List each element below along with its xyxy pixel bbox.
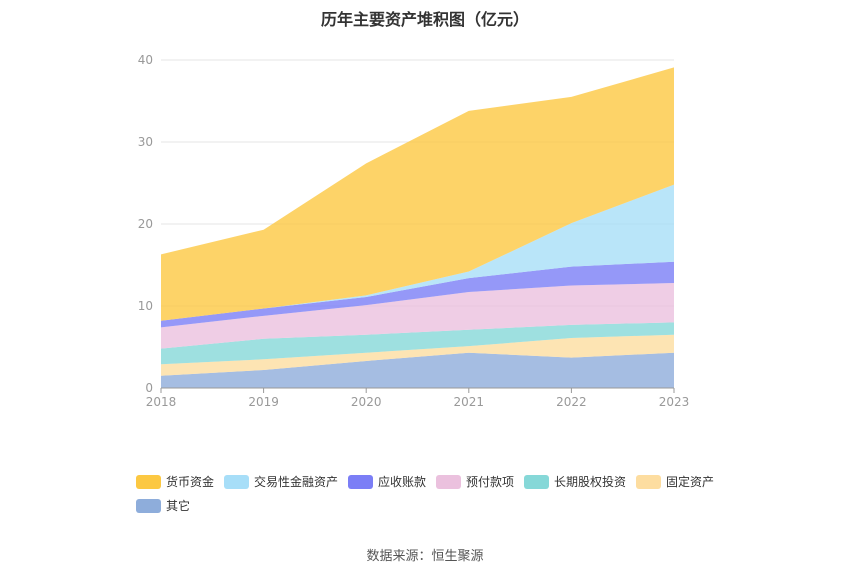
area-series-货币资金 [161,67,674,321]
y-tick-label: 0 [145,381,153,395]
legend-swatch [136,498,161,513]
y-tick-label: 20 [138,217,153,231]
legend-label: 长期股权投资 [554,475,627,489]
y-axis-ticks: 0 10 20 30 40 [138,53,153,395]
x-tick-label: 2022 [556,395,587,409]
legend-label: 交易性金融资产 [254,475,339,489]
legend-swatch [636,474,661,489]
legend-swatch [436,474,461,489]
area-series-其它 [161,352,674,388]
legend-swatch [524,474,549,489]
legend-swatch [224,474,249,489]
y-tick-label: 10 [138,299,153,313]
x-axis-ticks: 2018 2019 2020 2021 2022 2023 [146,395,690,409]
x-tick-label: 2023 [659,395,690,409]
area-series-长期股权投资 [161,322,674,365]
area-series-固定资产 [161,334,674,376]
x-tick-label: 2021 [454,395,485,409]
area-series-应收账款 [161,261,674,328]
legend-label: 其它 [166,499,191,513]
chart-title: 历年主要资产堆积图（亿元） [320,10,529,29]
x-axis [160,387,675,393]
legend-item-cash[interactable]: 货币资金 [136,473,214,490]
legend-item-trading-financial-assets[interactable]: 交易性金融资产 [224,473,338,490]
area-series [161,67,674,388]
legend-swatch [136,474,161,489]
legend-item-accounts-receivable[interactable]: 应收账款 [348,473,426,490]
y-tick-label: 40 [138,53,153,67]
legend-label: 应收账款 [378,475,427,489]
area-series-预付款项 [161,283,674,349]
x-tick-label: 2018 [146,395,177,409]
data-source-note: 数据来源：恒生聚源 [366,549,484,564]
x-tick-label: 2019 [248,395,279,409]
y-tick-label: 30 [138,135,153,149]
area-series-交易性金融资产 [161,184,674,321]
legend-item-other[interactable]: 其它 [136,497,190,514]
legend-item-fixed-assets[interactable]: 固定资产 [636,473,714,490]
legend-item-long-term-equity-investment[interactable]: 长期股权投资 [524,473,626,490]
legend-swatch [348,474,373,489]
legend-label: 预付款项 [466,475,515,489]
legend-label: 货币资金 [166,475,215,489]
legend-label: 固定资产 [666,475,715,489]
legend-item-prepayments[interactable]: 预付款项 [436,473,514,490]
x-tick-label: 2020 [351,395,382,409]
